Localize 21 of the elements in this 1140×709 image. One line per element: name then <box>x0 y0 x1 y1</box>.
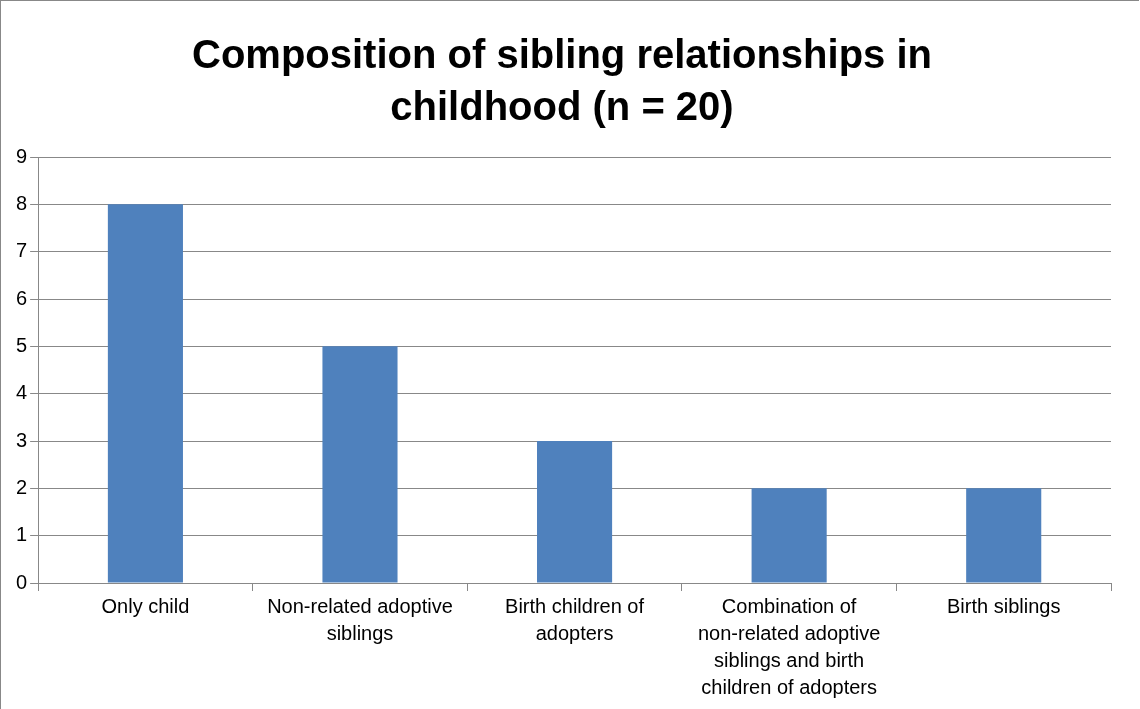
bar <box>751 488 827 583</box>
y-tick-label: 2 <box>16 475 28 498</box>
y-tick-label: 1 <box>16 523 28 546</box>
x-tick-label: Birth children of adopters <box>505 595 645 645</box>
y-tick-label: 6 <box>16 286 28 309</box>
y-tick-label: 5 <box>16 333 28 356</box>
x-tick-label: Combination of non-related adoptive siblings and birth children of adopters <box>697 595 881 699</box>
y-tick-label: 4 <box>16 381 28 404</box>
bar <box>322 346 398 583</box>
y-tick-label: 9 <box>16 144 28 167</box>
bar <box>537 441 613 583</box>
bar <box>107 204 183 583</box>
y-tick-label: 0 <box>16 570 28 593</box>
bar <box>966 488 1042 583</box>
x-tick-label: Non-related adoptive siblings <box>267 595 453 645</box>
y-tick-label: 8 <box>16 191 28 214</box>
y-tick-label: 7 <box>16 239 28 262</box>
y-tick-label: 3 <box>16 428 28 451</box>
x-tick-label: Only child <box>101 595 190 618</box>
chart-title: Composition of sibling relationships in childhood (n = 20) <box>192 32 932 129</box>
x-tick-label: Birth siblings <box>947 595 1061 618</box>
